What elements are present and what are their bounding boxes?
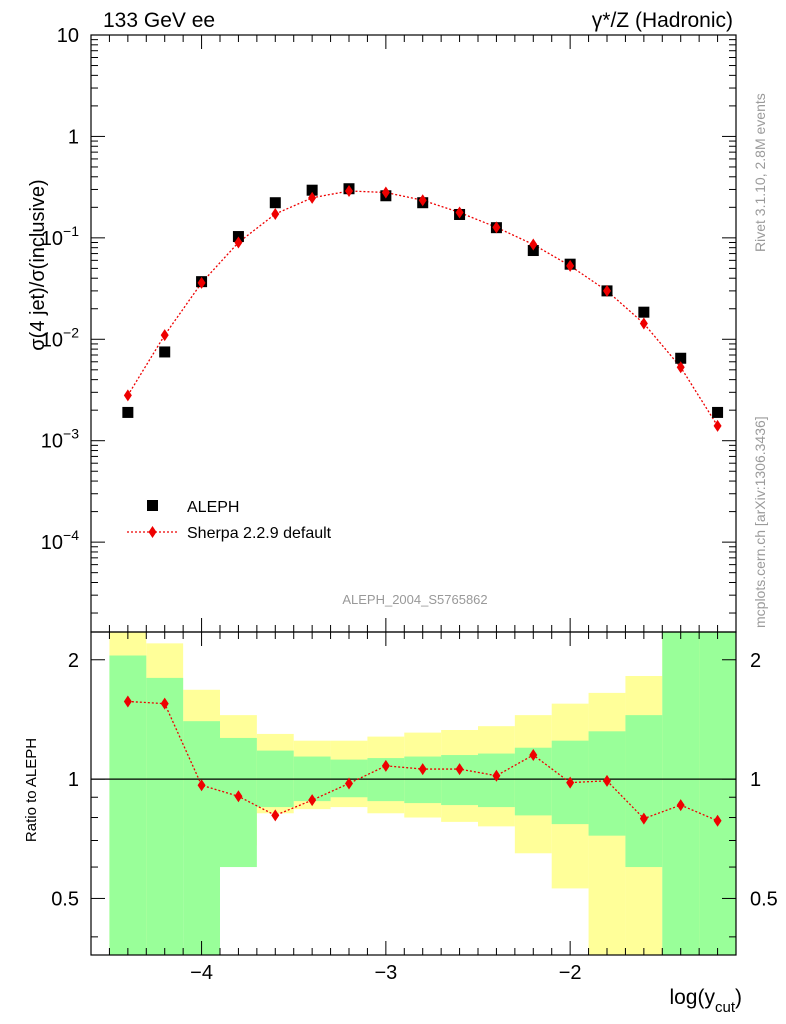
ratio-sherpa-point — [455, 763, 464, 776]
band-1sigma-bin — [146, 677, 184, 955]
sherpa-point — [271, 207, 280, 220]
sherpa-point — [123, 389, 132, 402]
main-frame — [90, 34, 737, 633]
band-1sigma-bin — [220, 737, 257, 868]
sherpa-point — [160, 329, 169, 342]
main-y-tick-label: 10−2 — [41, 324, 79, 351]
ratio-sherpa-point — [529, 749, 538, 762]
ratio-sherpa-point — [234, 790, 243, 803]
aleph-point — [269, 197, 281, 209]
sherpa-point — [308, 191, 317, 204]
legend-marker-sherpa — [148, 526, 157, 538]
ratio-sherpa-point — [160, 697, 169, 710]
band-1sigma-bin — [662, 632, 700, 955]
ratio-sherpa-point — [308, 794, 317, 807]
aleph-point — [675, 352, 687, 364]
rivet-side-label: Rivet 3.1.10, 2.8M events — [752, 93, 768, 252]
aleph-point — [638, 306, 650, 318]
sherpa-point — [197, 276, 206, 289]
ratio-sherpa-point — [713, 814, 722, 827]
main-y-tick-label-exp: −3 — [63, 426, 79, 442]
ratio-y-tick-label: 0.5 — [51, 888, 79, 910]
ratio-y-axis-label: Ratio to ALEPH — [23, 738, 40, 842]
aleph-point — [527, 245, 539, 257]
ratio-y-tick-label: 2 — [68, 650, 79, 672]
ratio-sherpa-point — [381, 759, 390, 772]
ratio-y-tick-label-right: 1 — [750, 769, 761, 791]
ratio-sherpa-point — [603, 774, 611, 787]
main-y-tick-label: 10−3 — [41, 426, 79, 453]
legend-label-aleph: ALEPH — [187, 499, 239, 516]
band-1sigma-bin — [183, 721, 220, 955]
x-axis-label: log(ycut) — [669, 986, 742, 1016]
aleph-point — [306, 184, 318, 196]
sherpa-point — [345, 184, 353, 197]
ratio-y-tick-label-right: 0.5 — [750, 888, 778, 910]
band-1sigma-bin — [699, 632, 736, 955]
main-series — [122, 183, 724, 432]
main-y-tick-label-base: 10 — [41, 228, 63, 250]
main-y-tick-label-exp: −2 — [63, 324, 79, 340]
ratio-sherpa-point — [197, 779, 206, 792]
ratio-sherpa-point — [639, 812, 648, 825]
sherpa-point — [529, 238, 538, 251]
sherpa-point — [381, 186, 390, 199]
ratio-sherpa-point — [271, 809, 280, 822]
sherpa-point — [455, 206, 464, 219]
header-right: γ*/Z (Hadronic) — [592, 9, 733, 32]
aleph-point — [712, 406, 724, 418]
sherpa-point — [603, 284, 611, 297]
main-y-tick-label-exp: −4 — [63, 527, 79, 543]
legend-label-sherpa: Sherpa 2.2.9 default — [187, 525, 332, 542]
main-y-tick-label: 10−4 — [41, 527, 79, 554]
x-tick-label: −4 — [190, 962, 213, 984]
main-y-tick-label: 1 — [68, 126, 79, 148]
mcplots-side-label: mcplots.cern.ch [arXiv:1306.3436] — [752, 416, 768, 628]
main-y-tick-label-exp: −1 — [63, 223, 79, 239]
aleph-point — [122, 406, 134, 418]
legend-marker-aleph — [147, 500, 158, 511]
sherpa-point — [639, 317, 648, 330]
aleph-point — [159, 346, 171, 358]
ratio-sherpa-point — [123, 695, 132, 708]
sherpa-line — [127, 190, 719, 427]
main-y-tick-label-base: 10 — [41, 532, 63, 554]
main-y-tick-label: 10−1 — [41, 223, 79, 250]
band-1sigma-bin — [441, 755, 478, 806]
x-axis-label-close: ) — [735, 986, 742, 1009]
x-tick-label: −2 — [559, 962, 582, 984]
ratio-sherpa-point — [566, 776, 575, 789]
ratio-sherpa-point — [418, 763, 427, 776]
sherpa-point — [713, 419, 722, 432]
analysis-watermark: ALEPH_2004_S5765862 — [342, 592, 487, 607]
sherpa-point — [234, 236, 243, 249]
ratio-frame — [90, 631, 737, 956]
uncertainty-bands — [109, 632, 736, 955]
main-y-axis-label: σ(4 jet)/σ(inclusive) — [27, 179, 49, 350]
legend: ALEPH Sherpa 2.2.9 default — [127, 499, 332, 542]
ratio-y-tick-label-right: 2 — [750, 650, 761, 672]
ratio-sherpa-point — [676, 799, 685, 812]
ratio-y-tick-label: 1 — [68, 769, 79, 791]
sherpa-point — [676, 361, 685, 374]
sherpa-point — [418, 194, 427, 207]
x-tick-label: −3 — [374, 962, 397, 984]
x-axis-label-sub: cut — [715, 999, 736, 1016]
band-1sigma-bin — [625, 715, 663, 868]
ratio-sherpa-point — [492, 769, 501, 782]
sherpa-point — [492, 221, 501, 234]
ratio-series — [91, 695, 736, 827]
ratio-sherpa-point — [345, 777, 353, 790]
main-y-tick-label-base: 10 — [41, 431, 63, 453]
main-y-tick-label: 10 — [57, 25, 79, 47]
sherpa-point — [566, 259, 575, 272]
x-axis-label-main: log(y — [669, 986, 715, 1009]
main-y-tick-label-base: 10 — [41, 329, 63, 351]
header-left: 133 GeV ee — [103, 9, 215, 32]
